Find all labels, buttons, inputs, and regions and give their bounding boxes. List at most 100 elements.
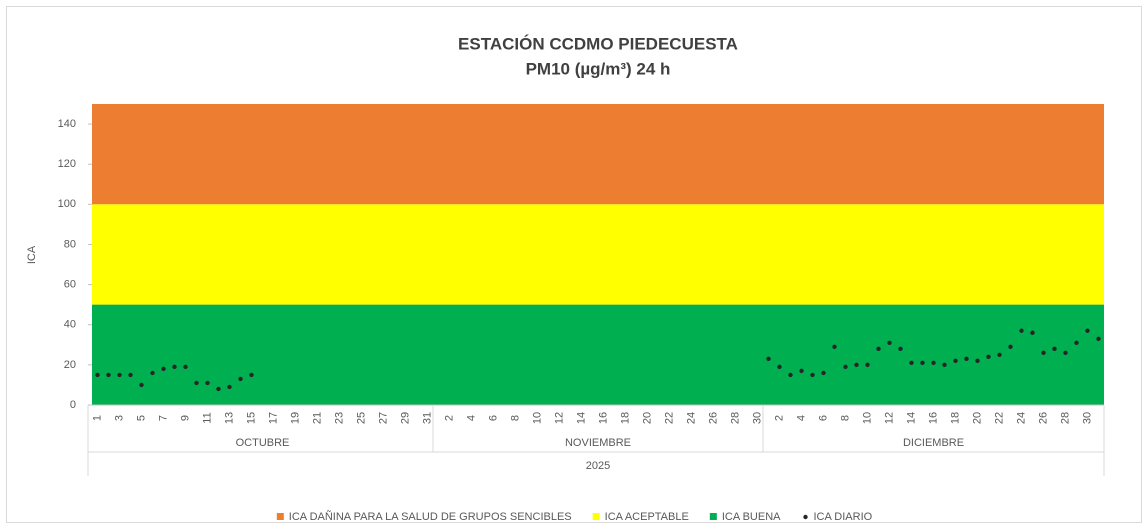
x-tick-label: 4 bbox=[465, 415, 477, 421]
data-point bbox=[161, 366, 166, 372]
x-tick-label: 18 bbox=[949, 412, 961, 424]
legend-label: ICA DAÑINA PARA LA SALUD DE GRUPOS SENCI… bbox=[289, 510, 572, 523]
x-tick-label: 10 bbox=[861, 412, 873, 424]
data-point bbox=[799, 368, 804, 374]
data-point bbox=[1074, 340, 1079, 345]
data-point bbox=[898, 346, 903, 352]
legend-marker bbox=[709, 513, 717, 520]
x-tick-label: 26 bbox=[1037, 412, 1049, 424]
data-point bbox=[832, 344, 837, 350]
x-tick-label: 8 bbox=[839, 415, 851, 421]
ica-band bbox=[92, 204, 1104, 305]
x-tick-label: 1 bbox=[91, 415, 103, 421]
data-point bbox=[205, 380, 210, 386]
x-tick-label: 19 bbox=[289, 412, 301, 424]
y-tick-label: 140 bbox=[58, 118, 76, 130]
data-point bbox=[128, 372, 133, 378]
data-point bbox=[766, 356, 771, 362]
y-axis-label: ICA bbox=[26, 245, 38, 264]
y-tick-label: 80 bbox=[64, 238, 76, 250]
data-point bbox=[139, 382, 144, 388]
x-tick-label: 20 bbox=[971, 412, 983, 424]
x-tick-label: 29 bbox=[399, 412, 411, 424]
x-tick-label: 28 bbox=[1059, 412, 1071, 424]
data-point bbox=[95, 372, 100, 378]
data-point bbox=[953, 358, 958, 364]
ica-band bbox=[92, 304, 1104, 405]
data-point bbox=[931, 360, 936, 366]
data-point bbox=[194, 380, 199, 386]
data-point bbox=[942, 362, 947, 368]
x-tick-label: 26 bbox=[707, 412, 719, 424]
x-tick-label: 9 bbox=[179, 415, 191, 421]
x-tick-label: 14 bbox=[905, 412, 917, 424]
data-point bbox=[1085, 328, 1090, 333]
legend-marker bbox=[276, 513, 284, 520]
x-tick-label: 4 bbox=[795, 415, 807, 421]
data-point bbox=[172, 364, 177, 370]
data-point bbox=[975, 358, 980, 364]
x-tick-label: 24 bbox=[685, 412, 697, 424]
x-tick-label: 23 bbox=[333, 412, 345, 424]
x-tick-label: 25 bbox=[355, 412, 367, 424]
data-point bbox=[183, 364, 188, 370]
y-tick-label: 60 bbox=[64, 279, 76, 291]
data-point bbox=[216, 386, 221, 392]
data-point bbox=[876, 346, 881, 352]
data-point bbox=[788, 372, 793, 378]
x-tick-label: 20 bbox=[641, 412, 653, 424]
x-tick-label: 14 bbox=[575, 412, 587, 424]
data-point bbox=[865, 362, 870, 368]
x-tick-label: 12 bbox=[883, 412, 895, 424]
y-tick-label: 40 bbox=[64, 319, 76, 331]
x-tick-label: 2 bbox=[443, 415, 455, 421]
x-tick-label: 16 bbox=[597, 412, 609, 424]
x-tick-label: 3 bbox=[113, 415, 125, 421]
x-tick-label: 28 bbox=[729, 412, 741, 424]
y-tick-label: 120 bbox=[58, 158, 76, 170]
x-tick-label: 30 bbox=[751, 412, 763, 424]
data-point bbox=[887, 340, 892, 345]
data-point bbox=[854, 362, 859, 368]
legend-label: ICA BUENA bbox=[722, 511, 781, 523]
x-tick-label: 13 bbox=[223, 412, 235, 424]
data-point bbox=[1052, 346, 1057, 352]
x-tick-label: 22 bbox=[663, 412, 675, 424]
data-point bbox=[1063, 350, 1068, 356]
data-point bbox=[1030, 330, 1035, 335]
data-point bbox=[1008, 344, 1013, 350]
chart-title: ESTACIÓN CCDMO PIEDECUESTA bbox=[458, 34, 738, 53]
x-tick-label: 11 bbox=[201, 412, 213, 423]
x-tick-label: 22 bbox=[993, 412, 1005, 424]
legend-marker bbox=[592, 513, 600, 520]
x-tick-label: 15 bbox=[245, 412, 257, 424]
x-tick-label: 12 bbox=[553, 412, 565, 424]
data-point bbox=[810, 372, 815, 378]
data-point bbox=[821, 370, 826, 376]
x-tick-label: 8 bbox=[509, 415, 521, 421]
x-tick-label: 10 bbox=[531, 412, 543, 424]
x-tick-label: 31 bbox=[421, 412, 433, 424]
data-point bbox=[227, 384, 232, 390]
x-tick-label: 21 bbox=[311, 412, 323, 424]
legend-label: ICA DIARIO bbox=[814, 511, 873, 523]
data-point bbox=[964, 356, 969, 362]
x-tick-label: 7 bbox=[157, 415, 169, 421]
data-point bbox=[1019, 328, 1024, 333]
legend-marker bbox=[803, 514, 808, 520]
x-tick-label: 16 bbox=[927, 412, 939, 424]
x-tick-label: 24 bbox=[1015, 412, 1027, 424]
x-tick-label: 17 bbox=[267, 412, 279, 424]
data-point bbox=[1041, 350, 1046, 356]
x-tick-label: 5 bbox=[135, 415, 147, 421]
data-point bbox=[997, 352, 1002, 358]
chart-subtitle: PM10 (µg/m³) 24 h bbox=[526, 59, 671, 78]
data-point bbox=[249, 372, 254, 378]
x-tick-label: 30 bbox=[1081, 412, 1093, 424]
data-point bbox=[920, 360, 925, 366]
data-point bbox=[909, 360, 914, 366]
data-point bbox=[238, 376, 243, 382]
x-tick-label: 6 bbox=[817, 415, 829, 421]
month-label: NOVIEMBRE bbox=[565, 437, 631, 449]
